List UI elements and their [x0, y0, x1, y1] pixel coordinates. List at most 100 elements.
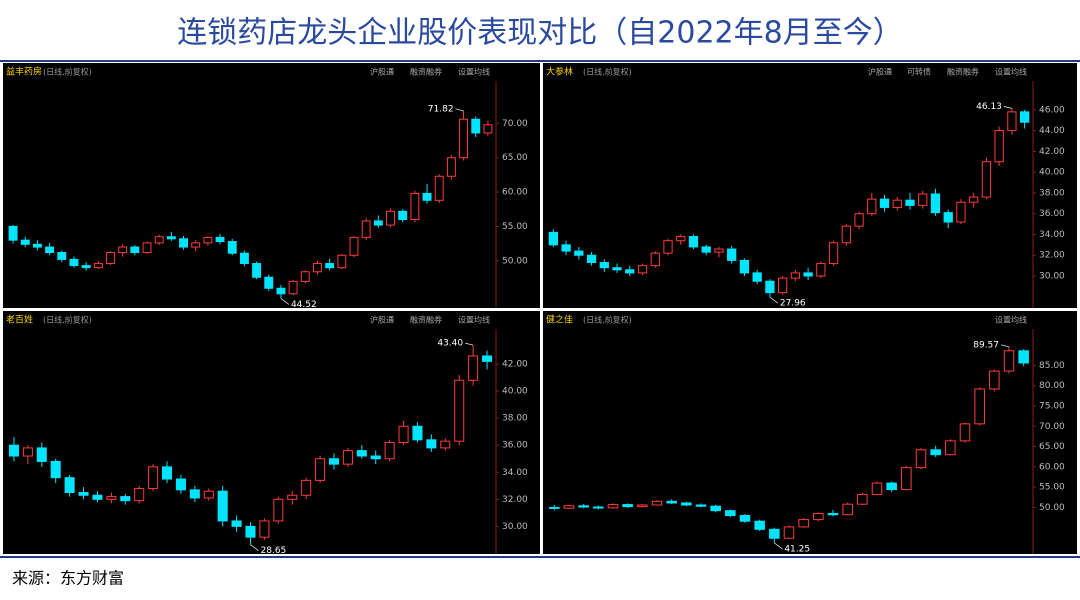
candle-body: [8, 444, 19, 457]
y-tick-label: 44.00: [1039, 126, 1065, 136]
panel: [543, 63, 1077, 308]
candle-body: [217, 490, 228, 522]
toolbar-button[interactable]: 融资融券: [410, 67, 442, 77]
candle-body: [203, 490, 214, 499]
candle-body: [918, 193, 928, 206]
candle-body: [650, 252, 660, 267]
candle-body: [752, 272, 762, 282]
candle-body: [549, 506, 560, 509]
candle-body: [841, 225, 851, 244]
y-tick-label: 75.00: [1039, 401, 1065, 411]
candle-body: [373, 220, 383, 226]
y-tick-label: 60.00: [502, 188, 528, 198]
candle-body: [725, 510, 736, 517]
candle-body: [695, 504, 707, 507]
candle-body: [994, 130, 1004, 163]
price-annotation: 89.57: [973, 340, 999, 350]
stock-name: 大参林: [546, 66, 573, 78]
y-tick-label: 30.00: [502, 522, 528, 532]
candle-body: [871, 482, 883, 495]
candle-body: [78, 492, 89, 496]
candle-body: [227, 241, 237, 254]
candle-body: [945, 440, 956, 456]
candle-body: [798, 519, 809, 528]
y-tick-label: 38.00: [1039, 188, 1065, 198]
candle-body: [727, 248, 737, 261]
candle-body: [956, 201, 966, 223]
toolbar-button[interactable]: 设置均线: [458, 67, 490, 77]
toolbar-button[interactable]: 设置均线: [995, 315, 1027, 325]
candle-body: [440, 440, 451, 449]
candle-body: [915, 449, 927, 469]
price-annotation: 44.52: [291, 300, 317, 310]
candle-body: [148, 466, 159, 489]
toolbar-button[interactable]: 融资融券: [947, 67, 979, 77]
candle-body: [625, 269, 635, 274]
candle-body: [578, 505, 589, 508]
candle-body: [276, 287, 286, 295]
candle-body: [842, 503, 853, 516]
candle-body: [300, 271, 310, 282]
candle-body: [651, 500, 663, 506]
toolbar-button[interactable]: 沪股通: [370, 315, 394, 325]
candle-body: [337, 254, 347, 269]
candle-body: [867, 198, 877, 215]
toolbar-button[interactable]: 设置均线: [995, 67, 1027, 77]
candle-body: [828, 242, 839, 265]
stock-name: 老百姓: [6, 314, 33, 326]
candle-body: [974, 388, 985, 425]
candle-body: [342, 450, 353, 465]
candle-body: [943, 212, 953, 223]
y-tick-label: 36.00: [1039, 209, 1065, 219]
panel: [3, 311, 540, 554]
candle-body: [57, 252, 67, 260]
toolbar-button[interactable]: 融资融券: [410, 315, 442, 325]
candle-body: [637, 504, 648, 508]
candle-body: [231, 520, 242, 527]
candle-body: [154, 236, 164, 244]
annotation-pointer: [774, 542, 783, 550]
candle-body: [398, 425, 409, 443]
candle-body: [191, 242, 201, 248]
candle-body: [612, 267, 622, 271]
y-tick-label: 30.00: [1039, 272, 1065, 282]
candle-body: [142, 242, 152, 254]
candle-body: [189, 489, 200, 499]
price-annotation: 41.25: [784, 544, 810, 554]
candle-body: [264, 276, 274, 289]
source-note: 来源：东方财富: [12, 569, 124, 588]
candle-body: [981, 161, 992, 198]
candle-body: [663, 240, 673, 254]
candle-body: [239, 252, 249, 265]
toolbar-button[interactable]: 可转债: [907, 67, 931, 77]
candle-body: [106, 496, 117, 500]
y-tick-label: 38.00: [502, 414, 528, 424]
candle-body: [161, 466, 173, 480]
candle-body: [179, 238, 188, 248]
toolbar-button[interactable]: 设置均线: [458, 315, 490, 325]
candle-body: [446, 157, 456, 177]
y-tick-label: 70.00: [502, 119, 528, 129]
candle-body: [886, 482, 897, 491]
candle-body: [45, 246, 55, 254]
y-tick-label: 32.00: [1039, 251, 1065, 261]
candle-body: [969, 196, 979, 203]
toolbar-button[interactable]: 沪股通: [370, 67, 394, 77]
candle-body: [710, 505, 721, 512]
candle-body: [384, 442, 395, 460]
candle-body: [412, 425, 423, 441]
annotation-pointer: [250, 544, 259, 551]
candle-body: [245, 525, 256, 538]
candle-body: [816, 263, 826, 277]
candle-body: [607, 504, 619, 509]
candle-body: [1019, 111, 1030, 123]
annotation-pointer: [455, 108, 464, 112]
candle-body: [313, 263, 322, 273]
candle-body: [905, 199, 915, 206]
toolbar-button[interactable]: 沪股通: [868, 67, 892, 77]
candle-body: [398, 210, 408, 221]
annotation-pointer: [1003, 106, 1012, 109]
candle-body: [468, 355, 479, 381]
candle-body: [81, 265, 91, 269]
candle-body: [930, 193, 941, 214]
